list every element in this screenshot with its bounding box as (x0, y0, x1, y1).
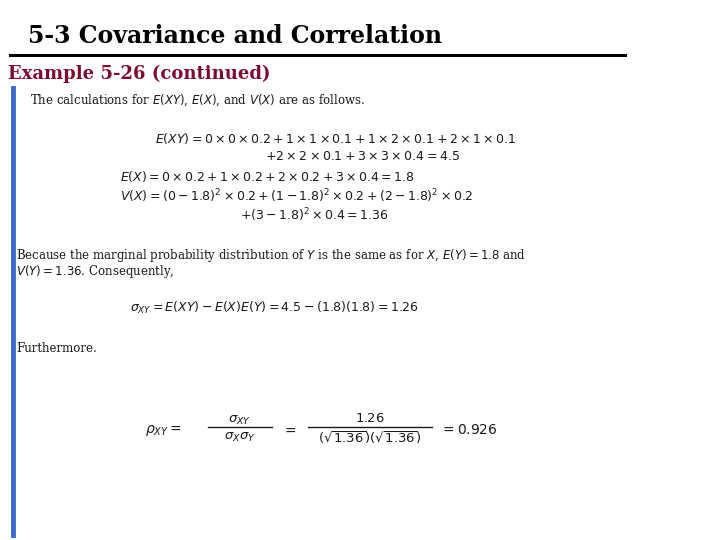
Text: $\sigma_X\sigma_Y$: $\sigma_X\sigma_Y$ (224, 430, 256, 443)
Text: $+ (3-1.8)^2\times0.4 = 1.36$: $+ (3-1.8)^2\times0.4 = 1.36$ (240, 206, 389, 224)
Text: $V(X) = (0-1.8)^2\times0.2 + (1-1.8)^2\times0.2 + (2-1.8)^2\times0.2$: $V(X) = (0-1.8)^2\times0.2 + (1-1.8)^2\t… (120, 187, 473, 205)
Text: Example 5-26 (continued): Example 5-26 (continued) (8, 65, 271, 83)
Text: $V(Y) = 1.36$. Consequently,: $V(Y) = 1.36$. Consequently, (16, 264, 174, 280)
Text: $\sigma_{XY}$: $\sigma_{XY}$ (228, 414, 251, 427)
Text: $= 0.926$: $= 0.926$ (440, 423, 498, 437)
Text: $=$: $=$ (282, 423, 297, 437)
Text: $\sigma_{XY} = E(XY) - E(X)E(Y) = 4.5 - (1.8)(1.8) = 1.26$: $\sigma_{XY} = E(XY) - E(X)E(Y) = 4.5 - … (130, 300, 418, 316)
Text: $\rho_{XY} = $: $\rho_{XY} = $ (145, 422, 181, 437)
Text: $E(X) = 0\times0.2 + 1\times0.2 + 2\times0.2 + 3\times0.4 = 1.8$: $E(X) = 0\times0.2 + 1\times0.2 + 2\time… (120, 168, 415, 184)
Text: $+ 2\times2\times0.1 + 3\times3\times0.4 = 4.5$: $+ 2\times2\times0.1 + 3\times3\times0.4… (265, 150, 460, 163)
Text: The calculations for $E(XY)$, $E(X)$, and $V(X)$ are as follows.: The calculations for $E(XY)$, $E(X)$, an… (30, 92, 365, 108)
Text: $E(XY) = 0\times0\times0.2 + 1\times1\times0.1 + 1\times2\times0.1 + 2\times1\ti: $E(XY) = 0\times0\times0.2 + 1\times1\ti… (155, 131, 516, 145)
Text: $1.26$: $1.26$ (355, 413, 385, 426)
Text: Because the marginal probability distribution of $Y$ is the same as for $X$, $E(: Because the marginal probability distrib… (16, 247, 526, 265)
Text: Furthermore.: Furthermore. (16, 341, 96, 354)
Text: 5-3 Covariance and Correlation: 5-3 Covariance and Correlation (28, 24, 442, 48)
Text: $(\sqrt{1.36})(\sqrt{1.36})$: $(\sqrt{1.36})(\sqrt{1.36})$ (318, 430, 422, 447)
